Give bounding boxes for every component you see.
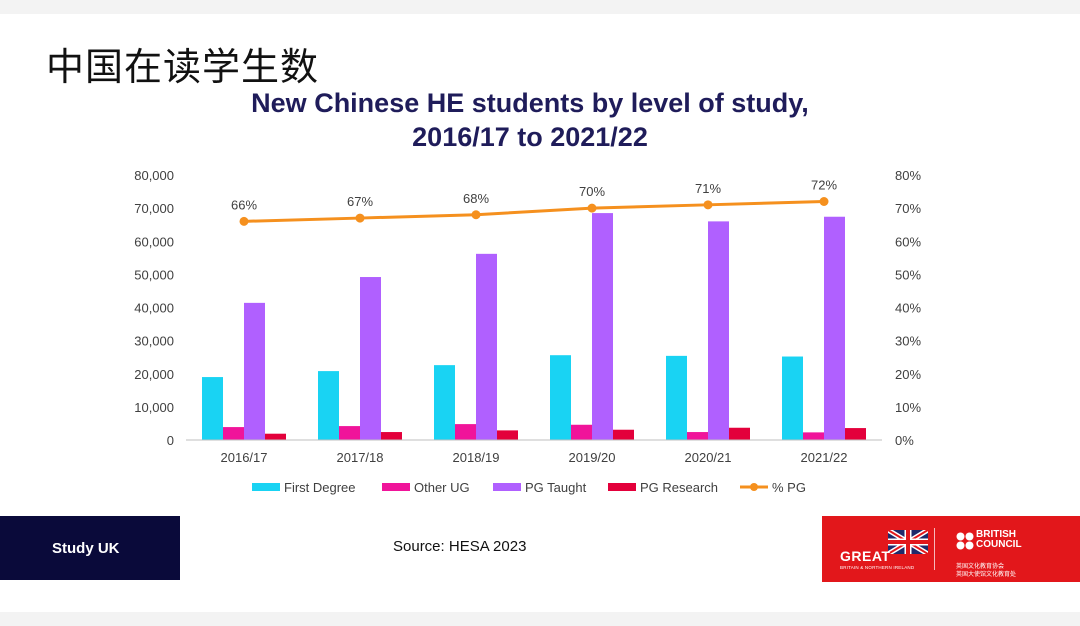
bar-other-ug (803, 432, 824, 440)
y2-tick-label: 20% (895, 367, 921, 382)
bar-first-degree (434, 365, 455, 440)
legend-label: PG Research (640, 480, 718, 495)
legend-swatch-marker (750, 483, 758, 491)
bar-first-degree (202, 377, 223, 440)
bar-pg-research (265, 433, 286, 440)
y2-tick-label: 70% (895, 201, 921, 216)
point-pct-pg (355, 213, 365, 223)
bar-other-ug (339, 426, 360, 440)
y2-tick-label: 40% (895, 301, 921, 316)
x-tick-label: 2021/22 (801, 450, 848, 465)
point-pct-pg (587, 203, 597, 213)
data-label-pct-pg: 72% (811, 178, 837, 193)
bar-pg-research (613, 429, 634, 440)
source-note: Source: HESA 2023 (393, 538, 527, 555)
x-tick-label: 2020/21 (685, 450, 732, 465)
y2-tick-label: 10% (895, 400, 921, 415)
point-pct-pg (239, 216, 249, 226)
chart: 0 10,000 20,000 30,000 40,000 50,000 60,000 70,… (134, 168, 921, 495)
brand-banner: GREAT BRITAIN & NORTHERN IRELAND BRITISH… (822, 516, 1080, 582)
x-tick-label: 2019/20 (569, 450, 616, 465)
legend-swatch (608, 483, 636, 491)
bar-pg-taught (360, 277, 381, 440)
y-tick-label: 70,000 (134, 201, 174, 216)
bar-pg-research (497, 430, 518, 440)
bar-pg-taught (592, 213, 613, 440)
slide-title: 中国在读学生数 (46, 45, 320, 89)
bar-pg-research (729, 427, 750, 440)
chart-title-line-1: New Chinese HE students by level of stud… (251, 88, 809, 118)
data-label-pct-pg: 70% (579, 184, 605, 199)
bar-pg-taught (708, 221, 729, 440)
bar-other-ug (223, 427, 244, 440)
legend-swatch (493, 483, 521, 491)
bar-pg-taught (476, 253, 497, 440)
x-tick-label: 2016/17 (221, 450, 268, 465)
study-uk-label: Study UK (0, 516, 180, 580)
data-label-pct-pg: 68% (463, 191, 489, 206)
legend-label: First Degree (284, 480, 356, 495)
data-label-pct-pg: 67% (347, 194, 373, 209)
union-jack-icon (888, 530, 928, 554)
y-tick-label: 20,000 (134, 367, 174, 382)
british-council-cn-line-2: 英国大使馆文化教育处 (956, 571, 1017, 578)
point-pct-pg (703, 200, 713, 210)
y-tick-label: 30,000 (134, 334, 174, 349)
legend-swatch (252, 483, 280, 491)
data-label-pct-pg: 71% (695, 181, 721, 196)
x-tick-label: 2018/19 (453, 450, 500, 465)
y2-tick-label: 0% (895, 433, 914, 448)
point-pct-pg (471, 210, 481, 220)
great-logo-text: GREAT (840, 548, 891, 564)
y-tick-label: 0 (167, 433, 174, 448)
bar-pg-taught (244, 302, 265, 440)
bar-first-degree (782, 356, 803, 440)
bar-first-degree (666, 355, 687, 440)
y-tick-label: 60,000 (134, 234, 174, 249)
line-pct-pg (243, 200, 825, 223)
legend-label: % PG (772, 480, 806, 495)
bar-first-degree (318, 371, 339, 440)
y-tick-label: 80,000 (134, 168, 174, 183)
y2-tick-label: 30% (895, 334, 921, 349)
chart-title-line-2: 2016/17 to 2021/22 (412, 122, 648, 152)
bar-pg-research (845, 428, 866, 440)
british-council-cn-line-1: 英国文化教育协会 (956, 563, 1005, 570)
data-label-pct-pg: 66% (231, 197, 257, 212)
great-logo-subtext: BRITAIN & NORTHERN IRELAND (840, 565, 915, 570)
y-tick-label: 50,000 (134, 267, 174, 282)
y2-tick-label: 80% (895, 168, 921, 183)
y-tick-label: 10,000 (134, 400, 174, 415)
bar-other-ug (571, 424, 592, 440)
bar-pg-taught (824, 216, 845, 440)
bar-other-ug (687, 432, 708, 440)
legend-label: Other UG (414, 480, 470, 495)
y2-tick-label: 50% (895, 267, 921, 282)
brand-divider (934, 528, 935, 570)
chart-title: New Chinese HE students by level of stud… (0, 86, 1060, 154)
british-council-dots-icon (956, 532, 974, 550)
bar-other-ug (455, 424, 476, 440)
y-tick-label: 40,000 (134, 301, 174, 316)
x-tick-label: 2017/18 (337, 450, 384, 465)
legend-swatch (382, 483, 410, 491)
bar-pg-research (381, 432, 402, 440)
point-pct-pg (819, 197, 829, 206)
y2-tick-label: 60% (895, 234, 921, 249)
british-council-name: BRITISH COUNCIL (976, 529, 1022, 550)
slide: 中国在读学生数 New Chinese HE students by level… (0, 14, 1080, 612)
legend-label: PG Taught (525, 480, 587, 495)
bar-first-degree (550, 355, 571, 440)
